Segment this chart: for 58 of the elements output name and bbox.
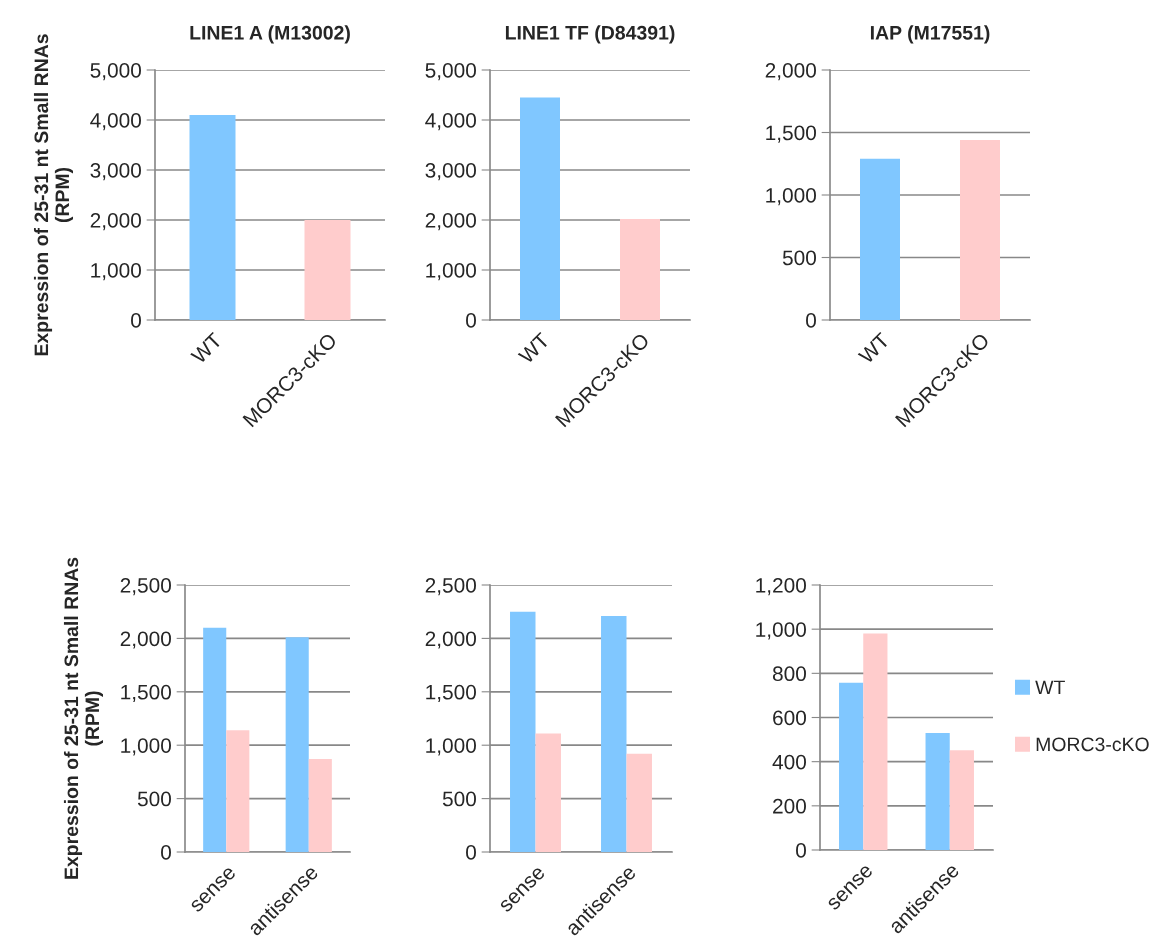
y-tick-label: 2,000 xyxy=(425,213,476,231)
legend-label: WT xyxy=(1035,680,1065,695)
y-tick-label: 2,000 xyxy=(120,631,171,649)
y-tick-label: 5,000 xyxy=(425,63,476,81)
bar xyxy=(226,730,250,852)
bar xyxy=(285,637,309,852)
y-tick-label: 2,000 xyxy=(90,213,141,231)
y-tick-label: 2,500 xyxy=(425,578,476,596)
y-tick-label: 1,000 xyxy=(91,263,141,281)
y-tick-label: 3,000 xyxy=(90,163,141,181)
y-tick-label: 600 xyxy=(773,710,806,726)
y-tick-label: 400 xyxy=(772,754,806,770)
y-tick-label: 1,000 xyxy=(426,263,476,281)
bar xyxy=(203,627,227,852)
y-axis-title: Expression of 25-31 nt Small RNAs (RPM) xyxy=(33,34,74,356)
x-tick-label: WT xyxy=(517,331,551,365)
bar xyxy=(839,682,864,850)
bar xyxy=(601,615,627,852)
y-tick-label: 0 xyxy=(161,845,171,860)
bar xyxy=(510,611,536,852)
chart-title: IAP (M17551) xyxy=(870,25,990,44)
bar xyxy=(863,633,888,850)
y-axis-title: Expression of 25-31 nt Small RNAs (RPM) xyxy=(63,557,104,879)
y-tick-label: 1,000 xyxy=(121,738,171,756)
y-tick-label: 1,000 xyxy=(756,622,806,640)
y-tick-label: 0 xyxy=(796,843,806,858)
y-tick-label: 2,000 xyxy=(765,63,816,81)
y-tick-label: 4,000 xyxy=(425,113,476,131)
y-tick-label: 0 xyxy=(466,845,476,860)
bar xyxy=(949,750,974,850)
chart-title: LINE1 TF (D84391) xyxy=(505,25,675,44)
bar xyxy=(626,753,652,852)
bar xyxy=(535,733,561,852)
y-tick-label: 200 xyxy=(773,798,806,814)
chart-title: LINE1 A (M13002) xyxy=(190,25,350,44)
y-tick-label: 2,000 xyxy=(425,631,476,649)
y-tick-label: 500 xyxy=(442,791,476,807)
legend-label: MORC3-cKO xyxy=(1036,737,1149,752)
y-tick-label: 1,200 xyxy=(756,578,806,596)
y-tick-label: 5,000 xyxy=(90,63,141,81)
y-tick-label: 2,500 xyxy=(120,578,171,596)
bar xyxy=(925,732,950,850)
y-tick-label: 1,000 xyxy=(766,188,816,206)
y-tick-label: 0 xyxy=(806,313,816,328)
x-tick-label: WT xyxy=(857,331,891,365)
y-tick-label: 1,000 xyxy=(426,738,476,756)
y-tick-label: 1,500 xyxy=(121,684,171,703)
y-tick-label: 1,500 xyxy=(426,684,476,703)
y-tick-label: 4,000 xyxy=(90,113,141,131)
y-tick-label: 500 xyxy=(137,791,171,807)
y-tick-label: 3,000 xyxy=(425,163,476,181)
y-tick-label: 500 xyxy=(782,250,816,266)
y-tick-label: 0 xyxy=(466,313,476,328)
y-tick-label: 800 xyxy=(772,666,806,682)
bar xyxy=(308,759,332,852)
y-tick-label: 1,500 xyxy=(766,125,816,143)
x-tick-label: WT xyxy=(190,331,223,365)
y-tick-label: 0 xyxy=(131,313,141,328)
